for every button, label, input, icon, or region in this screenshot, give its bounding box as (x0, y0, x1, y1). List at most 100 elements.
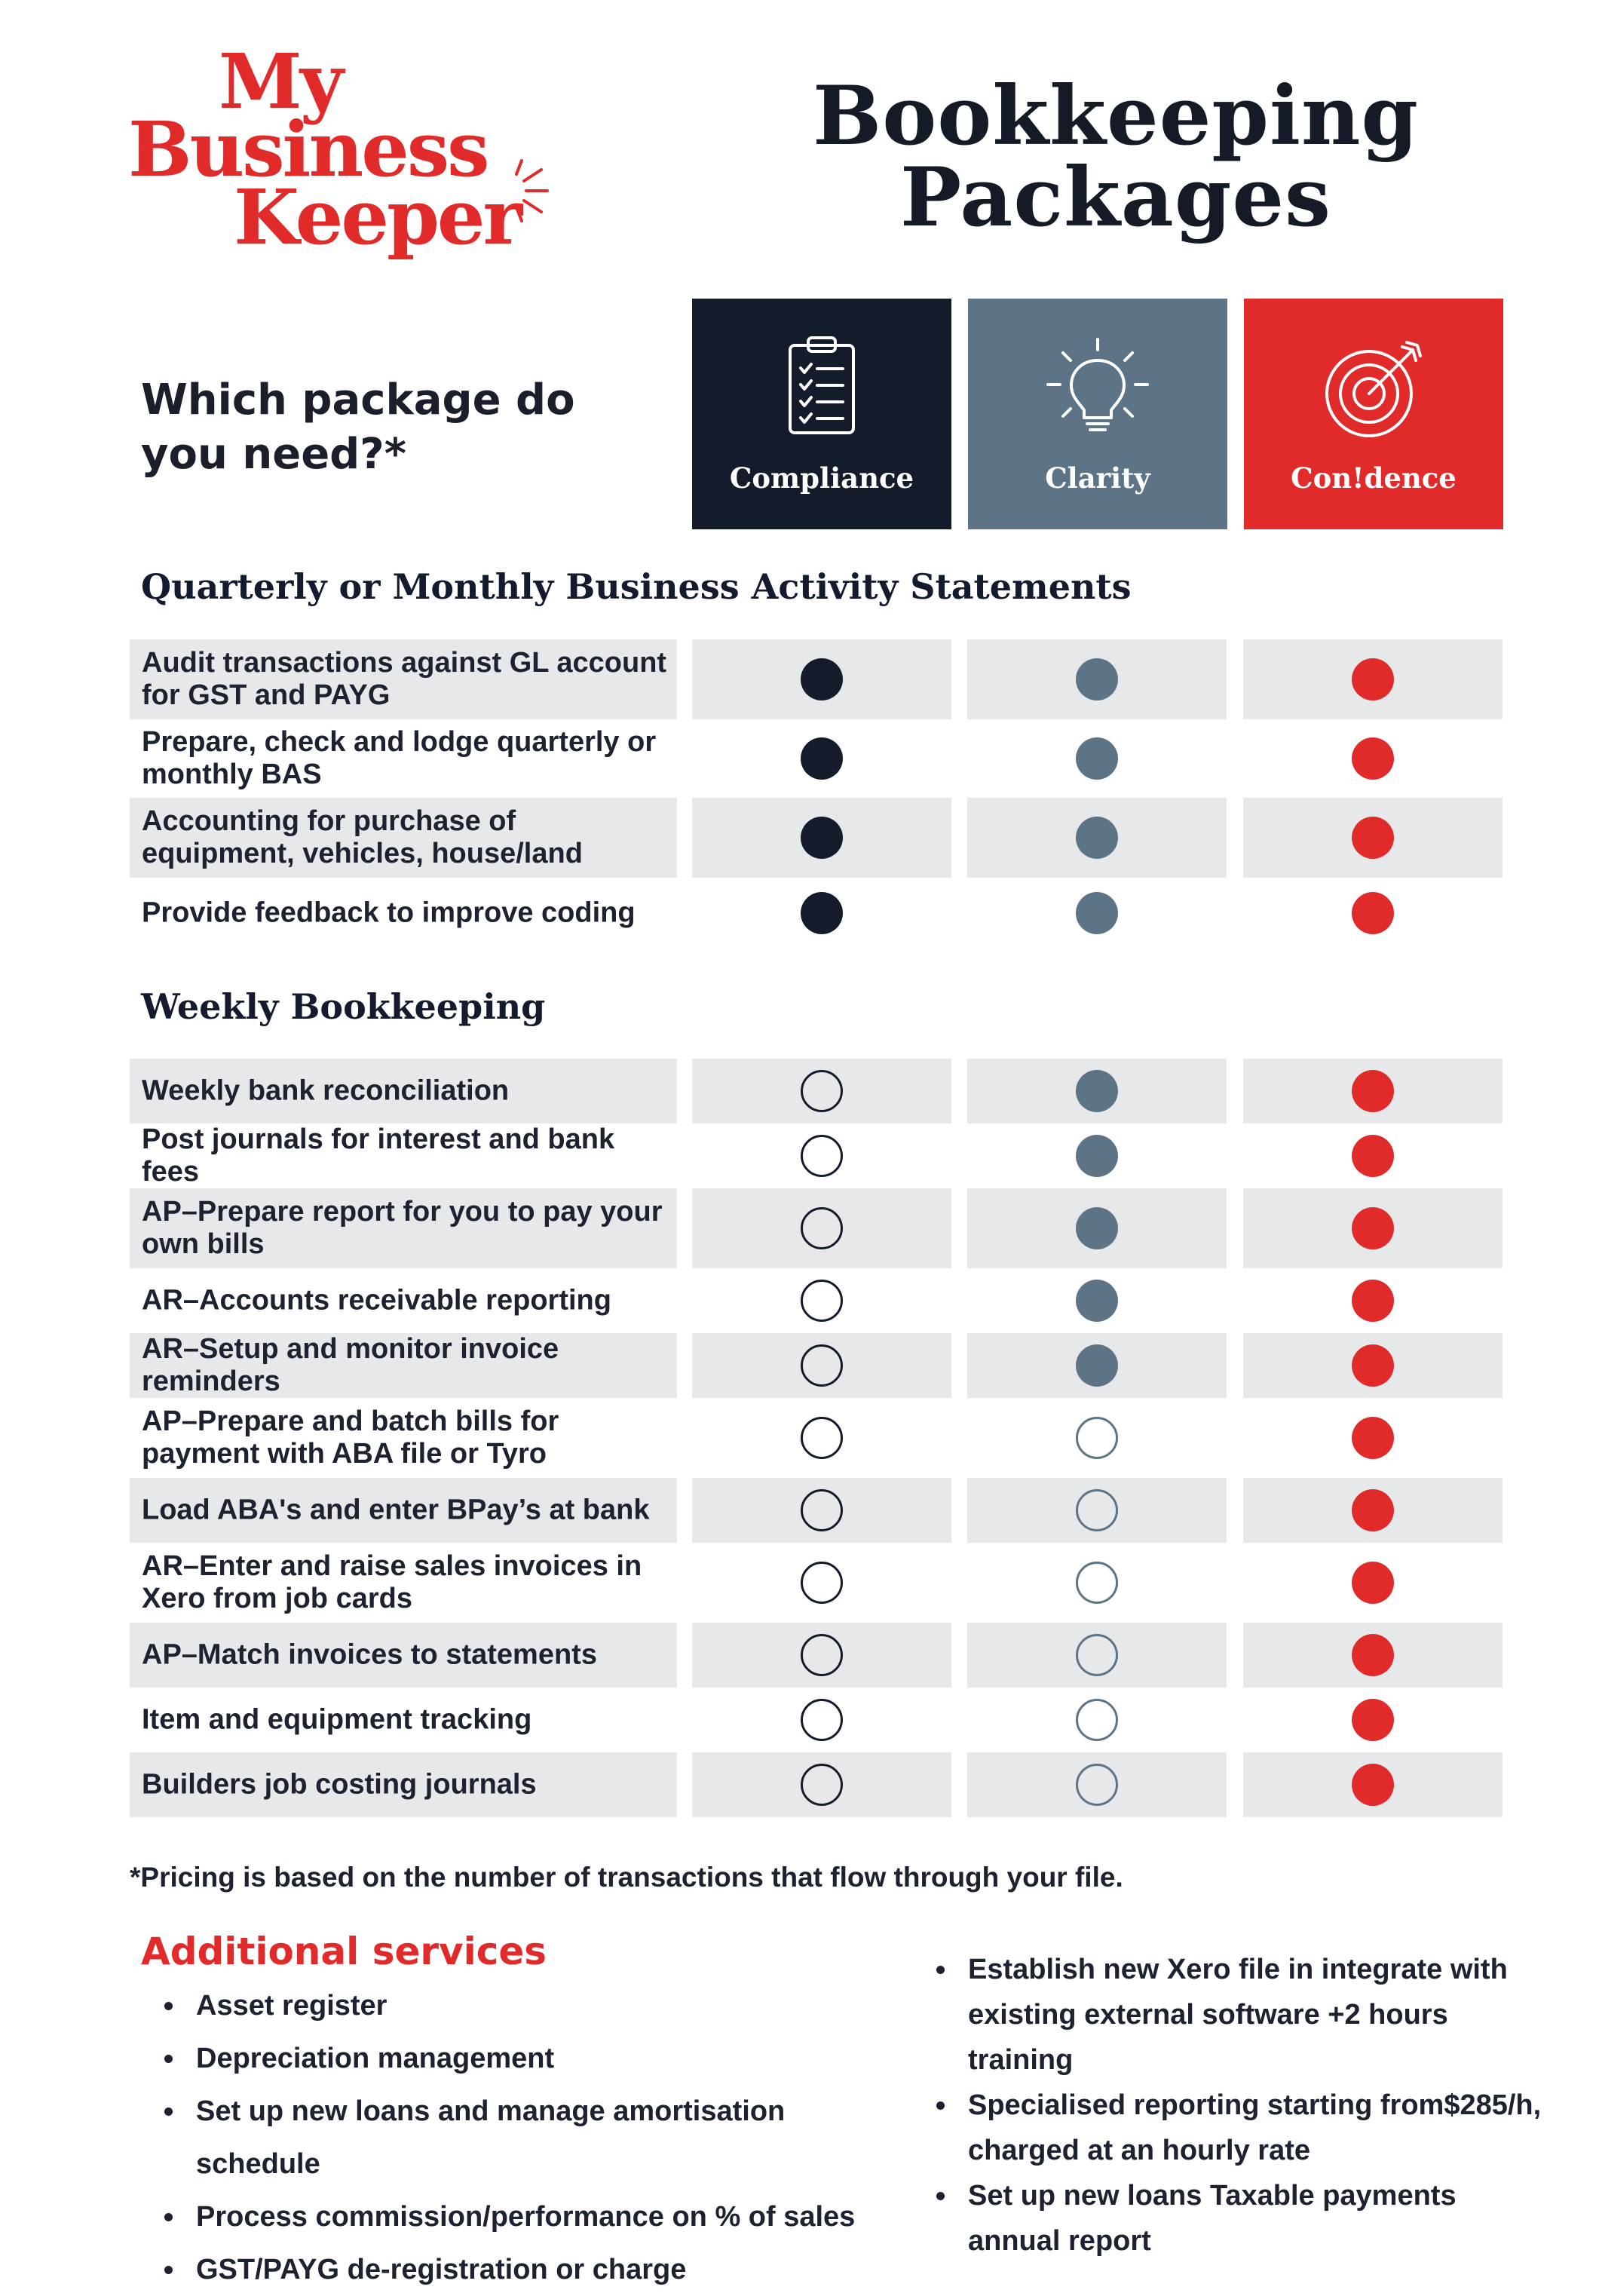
feature-row: AR–Setup and monitor invoice reminders (130, 1333, 1503, 1398)
included-dot (1076, 1135, 1118, 1177)
included-dot (1076, 817, 1118, 859)
included-dot (1076, 737, 1118, 780)
feature-label-cell: AP–Prepare report for you to pay your ow… (130, 1188, 677, 1268)
feature-label: Load ABA's and enter BPay’s at bank (142, 1494, 650, 1526)
package-cell-clarity (967, 1543, 1227, 1623)
feature-label-cell: Prepare, check and lodge quarterly or mo… (130, 719, 677, 799)
feature-label: AP–Match invoices to statements (142, 1638, 597, 1671)
package-cell-confidence (1243, 1752, 1503, 1817)
not-included-dot (801, 1070, 843, 1112)
package-cell-confidence (1243, 798, 1503, 878)
feature-row: AP–Match invoices to statements (130, 1623, 1503, 1688)
not-included-dot (801, 1489, 843, 1531)
package-name-clarity: Clarity (1045, 461, 1150, 495)
page-title-line-1: Bookkeeping (812, 69, 1420, 164)
package-card-confidence: Con!dence (1244, 299, 1503, 529)
package-cell-confidence (1243, 1188, 1503, 1268)
not-included-dot (1076, 1417, 1118, 1459)
feature-label: Accounting for purchase of equipment, ve… (142, 805, 583, 869)
package-cell-clarity (967, 1478, 1227, 1543)
not-included-dot (1076, 1489, 1118, 1531)
included-dot (1352, 892, 1394, 934)
package-cell-compliance (692, 1123, 951, 1188)
feature-row: Post journals for interest and bank fees (130, 1123, 1502, 1188)
package-cell-compliance (692, 719, 951, 799)
not-included-dot (801, 1344, 843, 1387)
feature-label-cell: AP–Prepare and batch bills for payment w… (130, 1398, 677, 1478)
package-cell-compliance (692, 1333, 951, 1398)
additional-service-item: Process commission/performance on % of s… (157, 2190, 896, 2243)
package-cell-compliance (692, 1543, 951, 1623)
not-included-dot (1076, 1764, 1118, 1806)
package-cell-compliance (692, 1188, 951, 1268)
svg-text:Keeper: Keeper (234, 173, 524, 262)
package-cell-clarity (967, 798, 1227, 878)
feature-label-cell: Post journals for interest and bank fees (130, 1123, 677, 1188)
included-dot (1352, 1562, 1394, 1604)
package-cell-confidence (1243, 1333, 1503, 1398)
feature-label-cell: AP–Match invoices to statements (130, 1623, 677, 1688)
package-card-clarity: Clarity (968, 299, 1227, 529)
package-cell-clarity (967, 1059, 1227, 1123)
additional-service-item: GST/PAYG de-registration or charge (157, 2243, 896, 2296)
package-cell-compliance (692, 1752, 951, 1817)
package-question: Which package do you need?* (141, 376, 575, 479)
feature-label: Audit transactions against GL account fo… (142, 647, 667, 711)
included-dot (1352, 1764, 1394, 1806)
feature-label-cell: AR–Accounts receivable reporting (130, 1268, 677, 1333)
additional-service-item: Asset register (157, 1979, 896, 2032)
included-dot (1352, 737, 1394, 780)
included-dot (1352, 1070, 1394, 1112)
page-title: Bookkeeping Packages (777, 75, 1455, 238)
feature-row: AR–Accounts receivable reporting (130, 1268, 1502, 1333)
lightbulb-icon (968, 329, 1227, 449)
feature-label: AR–Setup and monitor invoice reminders (142, 1333, 559, 1397)
feature-label-cell: Accounting for purchase of equipment, ve… (130, 798, 677, 878)
package-cell-confidence (1243, 1398, 1503, 1478)
package-cell-confidence (1243, 1543, 1503, 1623)
feature-label-cell: Weekly bank reconciliation (130, 1059, 677, 1123)
package-cell-confidence (1243, 1059, 1503, 1123)
included-dot (1076, 1344, 1118, 1387)
feature-label: Post journals for interest and bank fees (142, 1123, 615, 1188)
included-dot (1076, 658, 1118, 700)
feature-label-cell: AR–Enter and raise sales invoices in Xer… (130, 1543, 677, 1623)
included-dot (1076, 1280, 1118, 1322)
additional-services-title: Additional services (141, 1930, 547, 1973)
package-cell-compliance (692, 1688, 951, 1752)
feature-label-cell: Load ABA's and enter BPay’s at bank (130, 1478, 677, 1543)
included-dot (1352, 1417, 1394, 1459)
section-heading-weekly-bookkeeping: Weekly Bookkeeping (141, 986, 546, 1027)
package-cell-confidence (1243, 1268, 1503, 1333)
package-cell-compliance (692, 798, 951, 878)
package-name-confidence: Con!dence (1291, 461, 1457, 495)
not-included-dot (801, 1634, 843, 1676)
additional-service-item: Set up new loans Taxable payments annual… (929, 2173, 1547, 2264)
svg-text:Business: Business (128, 105, 487, 194)
package-card-compliance: Compliance (692, 299, 951, 529)
package-cell-clarity (967, 1398, 1227, 1478)
feature-row: Audit transactions against GL account fo… (130, 639, 1503, 719)
package-cell-confidence (1243, 877, 1503, 949)
package-cell-clarity (967, 1688, 1227, 1752)
additional-service-item: Set up new loans and manage amortisation… (157, 2085, 896, 2190)
package-cell-compliance (692, 639, 951, 719)
page-title-line-2: Packages (900, 150, 1331, 245)
not-included-dot (1076, 1699, 1118, 1741)
package-cell-confidence (1243, 1623, 1503, 1688)
package-cell-clarity (967, 1623, 1227, 1688)
package-cell-clarity (967, 1123, 1227, 1188)
not-included-dot (1076, 1634, 1118, 1676)
included-dot (1352, 1280, 1394, 1322)
feature-label-cell: Audit transactions against GL account fo… (130, 639, 677, 719)
package-cell-clarity (967, 719, 1227, 799)
feature-row: Provide feedback to improve coding (130, 877, 1502, 949)
feature-label: Builders job costing journals (142, 1768, 537, 1801)
included-dot (1352, 658, 1394, 700)
included-dot (801, 817, 843, 859)
included-dot (1352, 1344, 1394, 1387)
section-heading-bas: Quarterly or Monthly Business Activity S… (141, 566, 1132, 607)
included-dot (1352, 1634, 1394, 1676)
feature-label: Item and equipment tracking (142, 1703, 532, 1736)
not-included-dot (801, 1764, 843, 1806)
